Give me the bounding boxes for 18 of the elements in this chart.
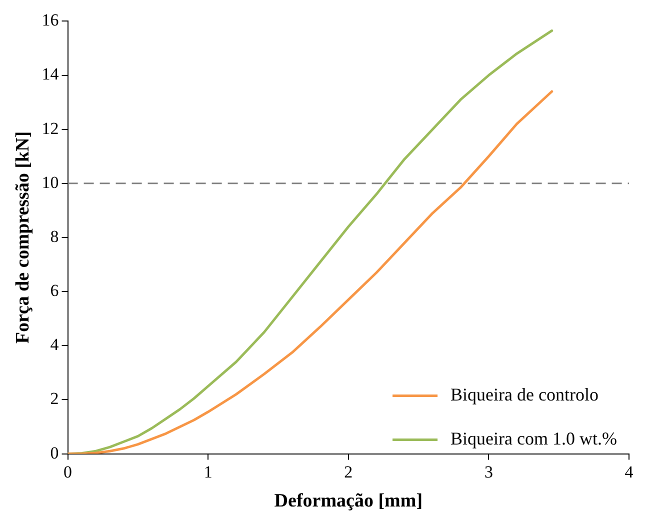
y-tick-label: 16 bbox=[42, 10, 59, 30]
y-axis-title: Força de compressão [kN] bbox=[12, 131, 34, 344]
x-tick-label: 4 bbox=[624, 462, 634, 482]
y-tick-label: 14 bbox=[42, 64, 60, 84]
y-tick-label: 12 bbox=[42, 118, 59, 138]
legend-label: Biqueira com 1.0 wt.% bbox=[450, 428, 618, 449]
legend-label: Biqueira de controlo bbox=[450, 384, 599, 405]
y-tick-label: 8 bbox=[50, 226, 59, 246]
x-tick-label: 3 bbox=[484, 462, 493, 482]
y-tick-label: 6 bbox=[50, 281, 59, 300]
x-axis-title: Deformação [mm] bbox=[274, 490, 423, 512]
y-tick-label: 0 bbox=[50, 443, 59, 462]
y-tick-label: 4 bbox=[50, 335, 60, 354]
y-tick-label: 2 bbox=[50, 389, 59, 408]
y-tick-label: 10 bbox=[42, 172, 59, 192]
x-tick-label: 1 bbox=[204, 462, 212, 482]
x-tick-label: 0 bbox=[64, 462, 72, 482]
x-tick-label: 2 bbox=[344, 462, 353, 482]
